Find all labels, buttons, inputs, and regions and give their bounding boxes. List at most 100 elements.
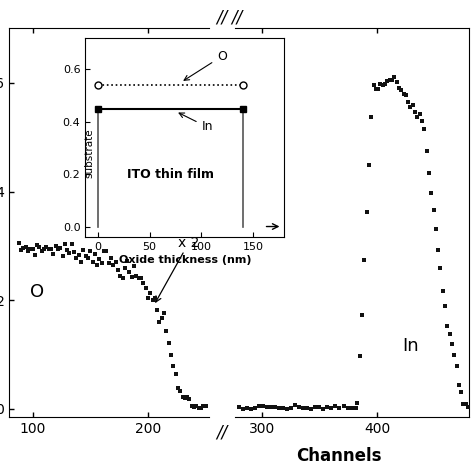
Point <box>361 256 368 264</box>
Point <box>303 405 311 412</box>
Point <box>100 247 108 255</box>
Point <box>172 370 179 377</box>
Point <box>31 251 39 258</box>
Point <box>29 245 36 252</box>
Point <box>15 239 22 246</box>
Point <box>287 404 295 412</box>
Point <box>197 405 205 412</box>
Point <box>75 251 82 258</box>
Point <box>365 161 373 169</box>
Point <box>142 284 149 292</box>
Point <box>160 310 168 317</box>
Point <box>49 250 57 257</box>
Point <box>356 353 364 360</box>
Point <box>93 261 101 268</box>
Point <box>259 402 266 410</box>
Point <box>200 402 207 410</box>
Point <box>434 246 442 254</box>
Point <box>80 246 87 254</box>
Point <box>324 403 331 411</box>
Point <box>165 339 173 347</box>
X-axis label: Oxide thickness (nm): Oxide thickness (nm) <box>118 255 251 264</box>
Point <box>462 401 470 408</box>
Point <box>311 404 319 411</box>
Point <box>420 125 428 132</box>
Point <box>112 258 119 266</box>
Point <box>107 255 115 262</box>
Point <box>64 246 71 254</box>
Point <box>186 395 193 403</box>
Point <box>84 254 91 261</box>
Point <box>271 403 279 411</box>
Point <box>235 404 242 411</box>
Point <box>430 206 438 214</box>
Point <box>40 246 48 253</box>
Point <box>73 255 80 262</box>
Text: substrate: substrate <box>84 128 94 178</box>
Point <box>450 352 458 359</box>
Point <box>283 405 291 412</box>
Point <box>130 263 138 270</box>
Point <box>86 247 94 255</box>
Point <box>123 257 131 264</box>
Point <box>344 405 351 412</box>
Point <box>68 240 75 247</box>
Point <box>372 85 380 93</box>
Point <box>363 208 370 216</box>
Text: O: O <box>30 283 45 301</box>
Point <box>446 330 454 338</box>
Point <box>128 273 136 281</box>
Point <box>453 362 460 370</box>
Point <box>416 110 423 118</box>
Text: ITO thin film: ITO thin film <box>127 168 214 181</box>
Point <box>255 403 263 410</box>
Point <box>316 404 323 411</box>
Text: //: // <box>217 423 228 441</box>
Point <box>437 264 444 272</box>
Point <box>56 245 64 252</box>
Point <box>243 404 250 412</box>
Point <box>247 405 255 412</box>
Point <box>411 109 419 116</box>
Point <box>340 402 347 410</box>
Point <box>38 247 46 255</box>
Point <box>105 259 112 266</box>
Point <box>121 264 128 272</box>
Point <box>17 246 25 254</box>
Point <box>135 274 143 282</box>
Point <box>27 245 34 252</box>
Text: Channels: Channels <box>296 447 382 465</box>
Point <box>163 327 170 334</box>
Point <box>292 401 299 409</box>
Point <box>133 272 140 280</box>
Point <box>181 394 189 402</box>
Text: In: In <box>179 113 213 134</box>
Point <box>370 81 377 89</box>
Point <box>423 147 430 155</box>
Point <box>195 404 202 411</box>
Text: In: In <box>402 337 419 356</box>
Point <box>188 402 195 410</box>
Point <box>22 244 29 251</box>
Point <box>428 189 435 196</box>
Point <box>263 403 271 411</box>
Point <box>393 78 401 86</box>
Point <box>66 249 73 256</box>
Point <box>137 274 145 282</box>
Point <box>109 261 117 268</box>
Point <box>190 403 198 410</box>
Point <box>413 113 421 121</box>
Point <box>444 322 451 330</box>
Point <box>114 266 122 274</box>
Point <box>279 404 287 412</box>
Point <box>308 405 315 412</box>
Point <box>77 258 85 266</box>
Point <box>354 400 361 407</box>
Point <box>59 252 66 260</box>
Point <box>144 294 152 302</box>
Point <box>455 382 463 389</box>
Point <box>183 393 191 401</box>
Point <box>153 306 161 314</box>
Point <box>358 311 366 319</box>
Point <box>367 113 375 121</box>
